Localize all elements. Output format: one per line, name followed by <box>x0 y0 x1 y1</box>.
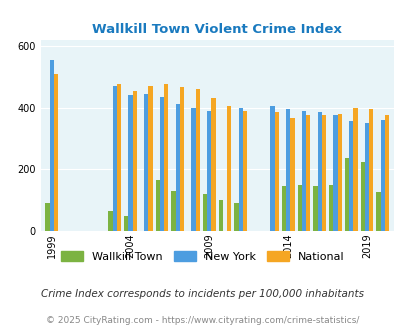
Bar <box>384 115 388 231</box>
Bar <box>227 106 231 231</box>
Bar <box>333 115 337 231</box>
Bar <box>328 185 333 231</box>
Bar <box>155 180 160 231</box>
Bar <box>132 90 136 231</box>
Text: © 2025 CityRating.com - https://www.cityrating.com/crime-statistics/: © 2025 CityRating.com - https://www.city… <box>46 316 359 325</box>
Bar <box>270 106 274 231</box>
Bar <box>321 115 325 231</box>
Text: Crime Index corresponds to incidents per 100,000 inhabitants: Crime Index corresponds to incidents per… <box>41 289 364 299</box>
Bar <box>148 86 152 231</box>
Bar <box>124 215 128 231</box>
Bar <box>179 87 184 231</box>
Bar <box>207 111 211 231</box>
Bar <box>317 112 321 231</box>
Bar <box>305 115 309 231</box>
Bar <box>49 60 53 231</box>
Bar <box>344 158 348 231</box>
Bar <box>171 191 175 231</box>
Bar <box>128 95 132 231</box>
Bar <box>211 98 215 231</box>
Bar <box>274 112 278 231</box>
Bar <box>243 111 247 231</box>
Bar <box>364 123 368 231</box>
Bar <box>144 94 148 231</box>
Bar <box>202 194 207 231</box>
Bar <box>348 121 352 231</box>
Bar <box>175 104 179 231</box>
Bar <box>164 84 168 231</box>
Bar <box>286 109 290 231</box>
Bar <box>380 120 384 231</box>
Bar <box>352 108 357 231</box>
Bar <box>313 186 317 231</box>
Bar <box>160 97 164 231</box>
Bar <box>108 211 112 231</box>
Bar <box>281 186 286 231</box>
Bar <box>195 89 199 231</box>
Bar <box>238 108 243 231</box>
Bar <box>218 200 222 231</box>
Bar <box>234 203 238 231</box>
Legend: Wallkill Town, New York, National: Wallkill Town, New York, National <box>57 247 348 266</box>
Bar <box>301 111 305 231</box>
Bar <box>117 84 121 231</box>
Bar <box>375 192 380 231</box>
Bar <box>368 109 373 231</box>
Bar <box>53 74 58 231</box>
Bar <box>297 185 301 231</box>
Bar <box>290 118 294 231</box>
Bar <box>360 162 364 231</box>
Bar <box>45 203 49 231</box>
Bar <box>191 108 195 231</box>
Title: Wallkill Town Violent Crime Index: Wallkill Town Violent Crime Index <box>92 23 341 36</box>
Bar <box>112 86 117 231</box>
Bar <box>337 114 341 231</box>
